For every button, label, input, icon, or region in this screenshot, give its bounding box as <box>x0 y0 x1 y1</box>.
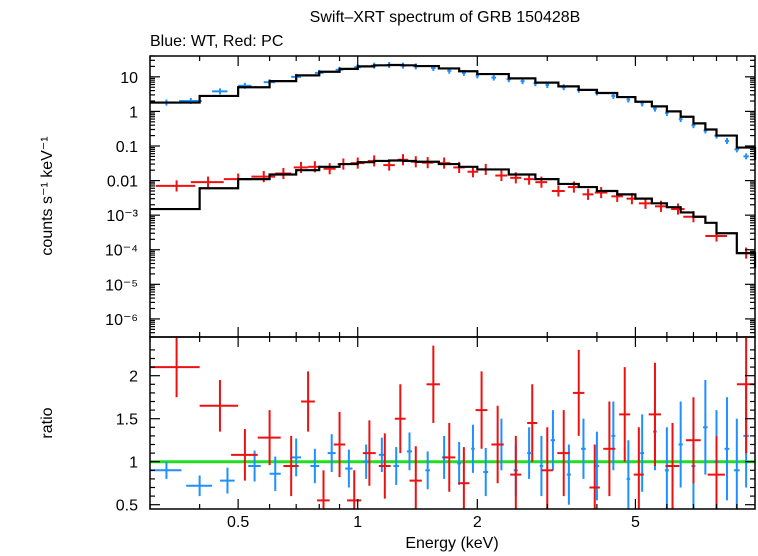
spectrum-panel: 10 1 0.1 0.01 10⁻³ 10⁻⁴ 10⁻⁵ 10⁻⁶ <box>105 55 757 338</box>
model-curve <box>150 63 757 160</box>
ratio-y-tick-label: 0.5 <box>116 498 138 515</box>
y-tick-label: 0.1 <box>116 139 138 156</box>
ratio-frame <box>149 336 756 510</box>
x-tick-label: 0.5 <box>227 514 249 531</box>
ratio-y-tick-label: 2 <box>129 369 138 386</box>
x-tick-label: 1 <box>353 514 362 531</box>
y-tick-label: 10⁻⁴ <box>105 243 138 260</box>
ratio-axes: 0.5 1 2 5 0.5 1 1.5 2 <box>116 337 755 531</box>
y-tick-label: 10⁻³ <box>106 208 138 225</box>
y-tick-label: 0.01 <box>107 174 138 191</box>
x-tick-label: 2 <box>473 514 482 531</box>
y-tick-label: 10 <box>120 70 138 87</box>
model-curve <box>150 159 757 268</box>
y-tick-label: 10⁻⁶ <box>105 312 138 329</box>
ratio-panel: 0.5 1 2 5 0.5 1 1.5 2 <box>116 336 756 531</box>
spectrum-data-layer <box>150 61 757 268</box>
spectrum-y-axis-label: counts s⁻¹ keV⁻¹ <box>39 136 56 255</box>
ratio-y-tick-label: 1.5 <box>116 412 138 429</box>
ratio-y-axis-label: ratio <box>39 407 56 438</box>
ratio-y-tick-label: 1 <box>129 455 138 472</box>
ratio-data-layer <box>150 337 755 509</box>
spectrum-frame <box>149 55 756 338</box>
spectrum-axes: 10 1 0.1 0.01 10⁻³ 10⁻⁴ 10⁻⁵ 10⁻⁶ <box>105 55 755 338</box>
y-tick-label: 1 <box>129 104 138 121</box>
chart-title: Swift–XRT spectrum of GRB 150428B <box>310 9 581 26</box>
x-axis-label: Energy (keV) <box>405 535 498 552</box>
y-tick-label: 10⁻⁵ <box>105 277 138 294</box>
x-tick-label: 5 <box>631 514 640 531</box>
chart-subtitle: Blue: WT, Red: PC <box>150 33 283 50</box>
